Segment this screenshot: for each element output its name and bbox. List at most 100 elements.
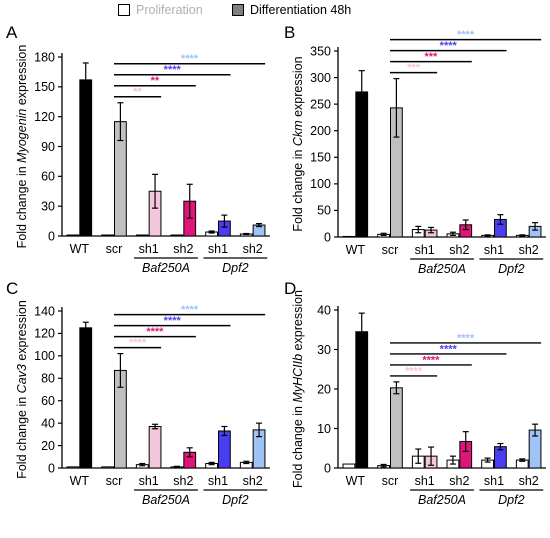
group-label: Baf250A — [142, 261, 190, 275]
significance-label: **** — [164, 64, 182, 76]
y-axis-label: Fold change in Myogenin expression — [15, 45, 29, 249]
x-tick-label: sh1 — [208, 474, 228, 488]
x-tick-label: sh1 — [415, 243, 435, 257]
x-tick-label: sh2 — [449, 474, 469, 488]
y-axis-label-suffix: expression — [291, 56, 305, 120]
y-tick-label: 120 — [34, 110, 55, 124]
bar-differentiation — [79, 327, 93, 469]
x-tick-label: scr — [106, 474, 123, 488]
y-tick-label: 150 — [34, 80, 55, 94]
x-tick-label: scr — [106, 242, 123, 256]
y-tick-label: 60 — [41, 394, 55, 408]
bar-differentiation — [390, 387, 403, 469]
y-axis-label-gene: MyHCIIb — [291, 354, 305, 403]
y-axis-label: Fold change in Ckm expression — [291, 56, 305, 231]
panel-letter: A — [6, 23, 18, 42]
y-tick-label: 0 — [48, 229, 55, 243]
group-label: Dpf2 — [222, 261, 248, 275]
x-tick-label: scr — [382, 243, 399, 257]
y-axis-label-prefix: Fold change in — [291, 146, 305, 231]
y-tick-label: 60 — [41, 170, 55, 184]
y-tick-label: 90 — [41, 140, 55, 154]
x-tick-label: sh2 — [173, 242, 193, 256]
panel-A: A Fold change in Myogenin expression 0 30 60… — [6, 23, 270, 275]
y-tick-label: 80 — [41, 372, 55, 386]
significance-label: **** — [146, 326, 164, 338]
bar-differentiation — [218, 430, 231, 469]
x-tick-label: sh1 — [208, 242, 228, 256]
y-tick-label: 100 — [34, 349, 55, 363]
group-label: Dpf2 — [498, 262, 524, 276]
group-label: Baf250A — [418, 493, 466, 507]
y-tick-label: 0 — [324, 230, 331, 244]
y-tick-label: 180 — [34, 50, 55, 64]
x-tick-label: sh2 — [449, 243, 469, 257]
y-tick-label: 30 — [41, 199, 55, 213]
bar-proliferation — [135, 234, 149, 237]
x-tick-label: WT — [346, 474, 366, 488]
y-tick-label: 140 — [34, 304, 55, 318]
y-axis-label-gene: Cav3 — [15, 364, 29, 393]
y-axis-label-prefix: Fold change in — [291, 403, 305, 488]
significance-label: **** — [440, 40, 458, 52]
bar-proliferation — [66, 466, 80, 469]
y-axis-label-gene: Myogenin — [15, 109, 29, 163]
x-tick-label: sh2 — [173, 474, 193, 488]
x-tick-label: sh2 — [243, 242, 263, 256]
significance-label: **** — [181, 53, 199, 65]
significance-label: **** — [129, 337, 147, 349]
group-label: Dpf2 — [222, 493, 248, 507]
y-axis-label: Fold change in MyHCIIb expression — [291, 290, 305, 488]
bar-proliferation — [66, 234, 80, 237]
y-tick-label: 200 — [310, 124, 331, 138]
x-tick-label: WT — [70, 242, 90, 256]
y-tick-label: 350 — [310, 44, 331, 58]
panel-C: C Fold change in Cav3 expression 0 20 40 60 80… — [6, 279, 270, 507]
bar-differentiation — [79, 79, 93, 237]
x-tick-label: sh2 — [519, 243, 539, 257]
y-tick-label: 100 — [310, 177, 331, 191]
y-axis-label-suffix: expression — [291, 290, 305, 354]
y-tick-label: 0 — [48, 461, 55, 475]
significance-label: **** — [457, 332, 475, 344]
bar-proliferation — [101, 466, 114, 469]
group-label: Baf250A — [418, 262, 466, 276]
bar-differentiation — [148, 426, 162, 469]
significance-label: **** — [440, 343, 458, 355]
panel-letter: C — [6, 279, 18, 298]
y-axis-label-prefix: Fold change in — [15, 163, 29, 248]
y-tick-label: 40 — [317, 303, 331, 317]
x-tick-label: scr — [382, 474, 399, 488]
y-axis-label-suffix: expression — [15, 300, 29, 364]
y-tick-label: 150 — [310, 151, 331, 165]
x-tick-label: sh1 — [484, 243, 504, 257]
significance-label: *** — [407, 62, 421, 74]
bar-proliferation — [101, 234, 114, 237]
y-tick-label: 30 — [317, 343, 331, 357]
legend-label-proliferation: Proliferation — [136, 3, 203, 17]
y-tick-label: 20 — [41, 439, 55, 453]
legend: Proliferation Differentiation 48h — [0, 0, 550, 22]
panel-letter: D — [284, 279, 296, 298]
legend-swatch-differentiation — [232, 4, 244, 16]
x-tick-label: sh1 — [415, 474, 435, 488]
x-tick-label: WT — [70, 474, 90, 488]
x-tick-label: sh2 — [243, 474, 263, 488]
significance-label: **** — [164, 315, 182, 327]
y-axis-label: Fold change in Cav3 expression — [15, 300, 29, 479]
significance-label: ** — [133, 86, 142, 98]
y-axis-label-suffix: expression — [15, 45, 29, 109]
group-label: Dpf2 — [498, 493, 524, 507]
y-axis-label-prefix: Fold change in — [15, 393, 29, 478]
y-tick-label: 10 — [317, 422, 331, 436]
bar-differentiation — [355, 331, 369, 469]
y-axis-label-gene: Ckm — [291, 120, 305, 146]
significance-label: **** — [422, 354, 440, 366]
group-label: Baf250A — [142, 493, 190, 507]
y-tick-label: 40 — [41, 416, 55, 430]
y-tick-label: 20 — [317, 382, 331, 396]
bar-proliferation — [342, 235, 356, 238]
significance-label: ** — [151, 75, 160, 87]
